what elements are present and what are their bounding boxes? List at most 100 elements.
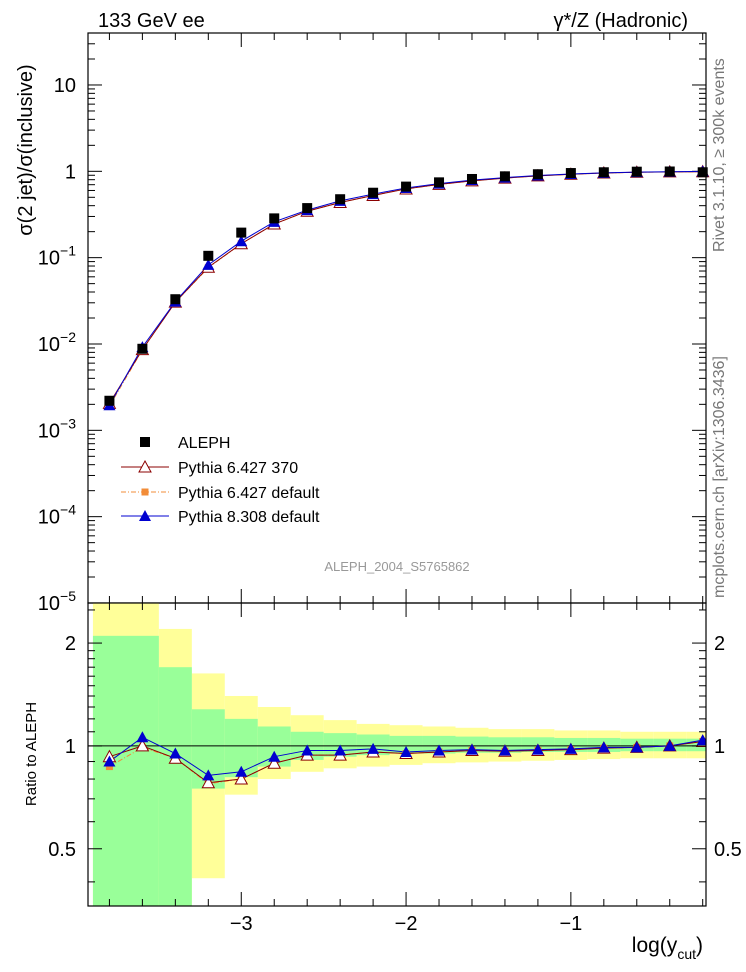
main-y-tick-label: 10−1 xyxy=(38,243,76,270)
main-point-aleph xyxy=(434,177,445,188)
main-series-lines xyxy=(108,170,703,407)
main-y-tick-label: 10−5 xyxy=(38,588,76,615)
main-point-py8_default xyxy=(202,258,215,270)
main-point-aleph xyxy=(401,181,412,192)
ratio-point-py8_default xyxy=(433,744,446,756)
main-point-py8_default xyxy=(235,235,248,247)
main-y-tick-label-exponent: −4 xyxy=(60,502,76,518)
legend-label-py6-370: Pythia 6.427 370 xyxy=(178,460,298,477)
main-y-tick-label: 10 xyxy=(54,75,76,97)
main-y-tick-label-exponent: −3 xyxy=(60,415,76,431)
main-y-tick-label-exponent: −2 xyxy=(60,329,76,345)
ratio-point-py8_default xyxy=(564,742,577,754)
ratio-point-py8_default xyxy=(202,769,215,781)
main-point-aleph xyxy=(697,167,708,178)
ratio-point-py6_370 xyxy=(135,738,150,752)
main-y-tick-label-base: 10 xyxy=(38,593,60,615)
main-y-tick-label-base: 10 xyxy=(54,75,76,97)
x-tick-labels: −3 −2 −1 xyxy=(230,913,582,935)
legend-marker-py6-default xyxy=(141,488,149,496)
main-point-aleph xyxy=(302,203,313,214)
legend-item-py6-default: Pythia 6.427 default xyxy=(121,485,320,502)
ratio-y-axis-label: Ratio to ALEPH xyxy=(23,702,40,806)
ratio-y-tick-label-right: 1 xyxy=(714,736,725,758)
main-y-tick-label: 10−4 xyxy=(38,502,76,529)
ratio-y-tick-label-right: 2 xyxy=(714,633,725,655)
main-point-aleph xyxy=(203,250,214,261)
legend-marker-py6-370 xyxy=(138,459,152,473)
legend-label-aleph: ALEPH xyxy=(178,435,230,452)
ratio-point-py6_370 xyxy=(234,771,249,785)
ratio-point-py8_default xyxy=(136,731,149,743)
ratio-point-py8_default xyxy=(301,744,314,756)
energy-label: 133 GeV ee xyxy=(98,10,205,32)
main-y-tick-label-base: 10 xyxy=(38,420,60,442)
ratio-point-py8_default xyxy=(400,745,413,757)
main-point-aleph xyxy=(236,227,247,238)
x-tick-label: −1 xyxy=(559,913,582,935)
ratio-y-tick-labels: 0.5 0.5 1 1 2 2 xyxy=(48,633,742,861)
ratio-x-ticks xyxy=(108,603,704,906)
ratio-point-py8_default xyxy=(630,741,643,753)
main-point-aleph xyxy=(269,213,280,224)
main-point-aleph xyxy=(335,194,346,205)
ratio-point-py8_default xyxy=(103,755,116,767)
ratio-point-py8_default xyxy=(663,739,676,751)
x-axis-label-subscript: cut xyxy=(677,946,696,962)
main-point-aleph xyxy=(631,166,642,177)
ratio-y-tick-label: 2 xyxy=(65,633,76,655)
x-tick-label: −3 xyxy=(230,913,253,935)
main-point-aleph xyxy=(664,166,675,177)
main-point-aleph xyxy=(104,395,115,406)
ratio-point-py8_default xyxy=(498,744,511,756)
ratio-y-tick-label-right: 0.5 xyxy=(714,839,742,861)
ratio-point-py6_370 xyxy=(201,775,216,789)
ratio-point-py8_default xyxy=(367,742,380,754)
main-y-axis-label: σ(2 jet)/σ(inclusive) xyxy=(15,64,37,235)
rivet-label-ge: ≥ xyxy=(711,149,728,158)
ratio-point-py8_default xyxy=(597,741,610,753)
main-y-tick-label: 1 xyxy=(65,161,76,183)
analysis-label: ALEPH_2004_S5765862 xyxy=(324,559,469,574)
ratio-point-py6_370 xyxy=(267,756,282,769)
main-y-tick-label-base: 1 xyxy=(65,161,76,183)
main-y-ticks xyxy=(88,32,706,604)
main-y-tick-label-base: 10 xyxy=(38,248,60,270)
ratio-point-py8_default xyxy=(696,734,706,746)
main-y-tick-label-exponent: −1 xyxy=(60,243,76,259)
legend: ALEPH Pythia 6.427 370 Pythia 6.427 defa… xyxy=(121,435,320,526)
ratio-band-inner xyxy=(92,635,159,906)
main-point-aleph xyxy=(170,294,181,305)
ratio-y-tick-label: 1 xyxy=(65,736,76,758)
ratio-point-py8_default xyxy=(268,750,281,762)
legend-item-py6-370: Pythia 6.427 370 xyxy=(121,459,298,477)
rivet-label-version: Rivet 3.1.10, xyxy=(711,158,728,252)
rivet-label-events: 300k events xyxy=(711,58,728,149)
main-line-py8_default xyxy=(108,170,703,406)
main-y-tick-label: 10−3 xyxy=(38,415,76,442)
ratio-point-py8_default xyxy=(334,744,347,756)
ratio-point-py6_default xyxy=(105,763,113,771)
main-line-py6_370 xyxy=(108,171,703,404)
ratio-series-markers xyxy=(102,731,706,789)
ratio-uncertainty-bands xyxy=(92,603,706,906)
process-label: γ*/Z (Hadronic) xyxy=(554,10,688,32)
main-y-tick-label-base: 10 xyxy=(38,507,60,529)
main-line-py6_default xyxy=(108,171,703,407)
legend-label-py6-default: Pythia 6.427 default xyxy=(178,485,320,502)
main-point-aleph xyxy=(532,169,543,180)
main-y-tick-label-base: 10 xyxy=(38,334,60,356)
legend-label-py8-default: Pythia 8.308 default xyxy=(178,509,320,526)
mcplots-label: mcplots.cern.ch [arXiv:1306.3436] xyxy=(711,356,728,598)
main-y-tick-label-exponent: −5 xyxy=(60,588,76,604)
ratio-plot-frame xyxy=(87,602,707,907)
main-point-aleph xyxy=(466,173,477,184)
main-y-tick-label: 10−2 xyxy=(38,329,76,356)
main-point-aleph xyxy=(137,343,148,354)
ratio-band-inner xyxy=(158,667,192,906)
ratio-y-tick-label: 0.5 xyxy=(48,839,76,861)
main-x-ticks xyxy=(108,33,704,603)
